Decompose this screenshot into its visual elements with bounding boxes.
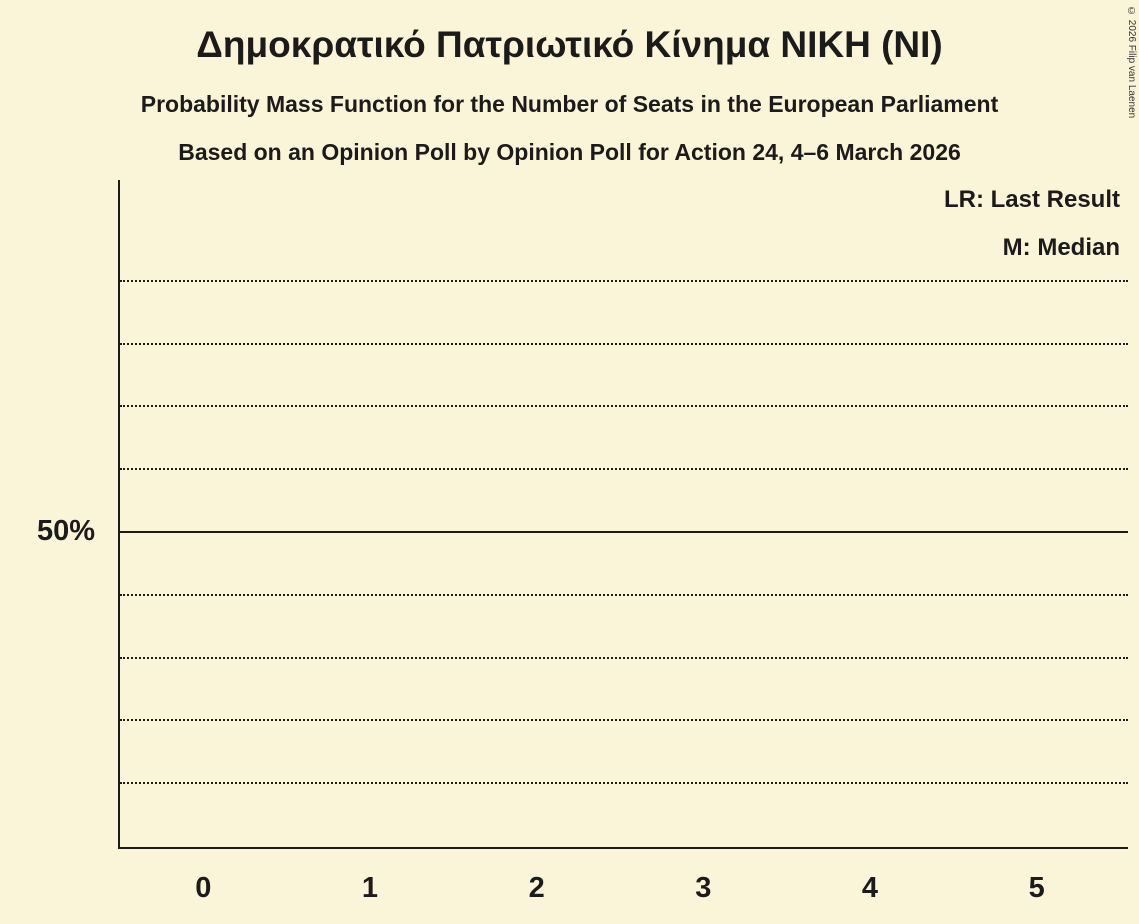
plot-area: [120, 219, 1128, 847]
gridline-90pct: [120, 279, 1128, 282]
gridline-70pct: [120, 405, 1128, 408]
gridline-30pct: [120, 656, 1128, 659]
chart-title: Δημοκρατικό Πατριωτικό Κίνημα ΝΙΚΗ (NI): [196, 24, 943, 65]
gridline-50pct-solid: [120, 531, 1128, 533]
x-axis-line: [118, 847, 1128, 849]
x-axis-label-2: 2: [528, 872, 545, 904]
copyright-note: © 2026 Filip van Laenen: [1126, 6, 1137, 119]
chart-subtitle-pmf: Probability Mass Function for the Number…: [140, 91, 999, 117]
x-axis-label-1: 1: [361, 872, 379, 904]
y-axis-line: [118, 180, 120, 849]
chart-subtitle-poll: Based on an Opinion Poll by Opinion Poll…: [178, 139, 961, 165]
x-axis-label-3: 3: [695, 872, 712, 904]
x-axis-label-4: 4: [861, 872, 879, 904]
x-axis-labels: 0 1 2 3 4 5: [120, 872, 1120, 912]
x-axis-label-5: 5: [1028, 872, 1045, 904]
gridline-60pct: [120, 468, 1128, 471]
gridline-40pct: [120, 593, 1128, 596]
gridline-10pct: [120, 782, 1128, 785]
gridline-80pct: [120, 342, 1128, 345]
x-axis-label-0: 0: [195, 872, 212, 904]
legend-median: M: Median: [1002, 234, 1120, 261]
gridline-20pct: [120, 719, 1128, 722]
legend-last-result: LR: Last Result: [943, 186, 1120, 213]
y-axis-50-label: 50%: [36, 515, 96, 547]
legend: LR: Last Result M: Median: [944, 186, 1120, 282]
